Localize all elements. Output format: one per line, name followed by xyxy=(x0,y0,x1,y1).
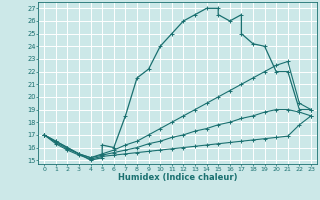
X-axis label: Humidex (Indice chaleur): Humidex (Indice chaleur) xyxy=(118,173,237,182)
